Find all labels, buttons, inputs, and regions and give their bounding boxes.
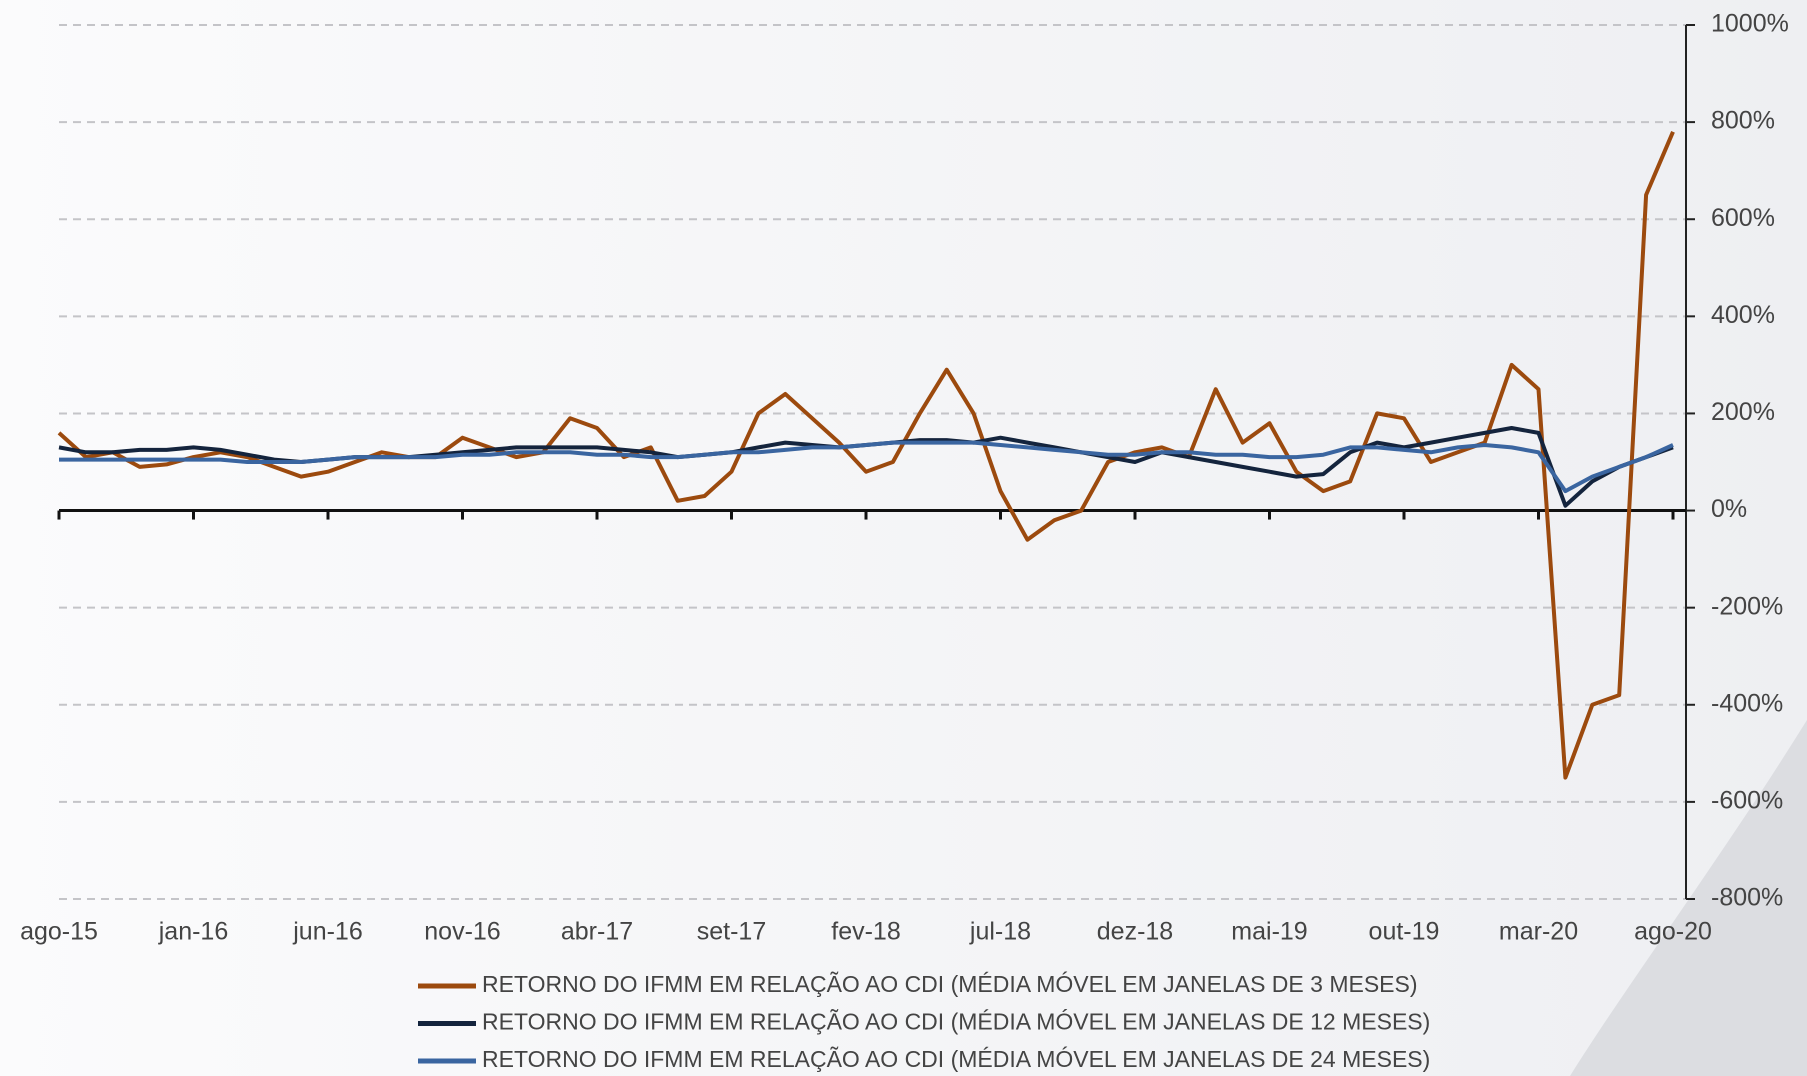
y-tick-label: -200% xyxy=(1711,592,1783,620)
legend-label: RETORNO DO IFMM EM RELAÇÃO AO CDI (MÉDIA… xyxy=(482,1046,1430,1072)
x-tick-label: mar-20 xyxy=(1499,918,1578,946)
decoration xyxy=(1570,720,1807,1076)
y-tick-label: 600% xyxy=(1711,204,1775,232)
y-tick-label: -800% xyxy=(1711,884,1783,912)
x-tick-label: mai-19 xyxy=(1231,918,1307,946)
y-tick-label: -400% xyxy=(1711,689,1783,717)
legend-label: RETORNO DO IFMM EM RELAÇÃO AO CDI (MÉDIA… xyxy=(482,1009,1430,1035)
series-line xyxy=(57,131,1675,780)
y-tick-label: 0% xyxy=(1711,495,1747,523)
x-tick-label: jun-16 xyxy=(292,918,363,946)
series-line xyxy=(59,440,1674,494)
x-tick-label: nov-16 xyxy=(424,918,500,946)
x-tick-label: abr-17 xyxy=(561,918,633,946)
y-tick-label: 1000% xyxy=(1711,10,1789,38)
x-tick-label: ago-15 xyxy=(20,918,98,946)
x-tick-label: fev-18 xyxy=(831,918,900,946)
x-tick-label: jul-18 xyxy=(969,918,1031,946)
y-tick-label: 400% xyxy=(1711,301,1775,329)
y-tick-label: -600% xyxy=(1711,786,1783,814)
y-tick-label: 800% xyxy=(1711,107,1775,135)
x-tick-label: jan-16 xyxy=(158,918,229,946)
x-tick-label: dez-18 xyxy=(1097,918,1173,946)
y-tick-label: 200% xyxy=(1711,398,1775,426)
legend-label: RETORNO DO IFMM EM RELAÇÃO AO CDI (MÉDIA… xyxy=(482,971,1418,997)
x-tick-label: out-19 xyxy=(1369,918,1440,946)
x-tick-label: set-17 xyxy=(697,918,766,946)
x-tick-label: ago-20 xyxy=(1634,918,1712,946)
